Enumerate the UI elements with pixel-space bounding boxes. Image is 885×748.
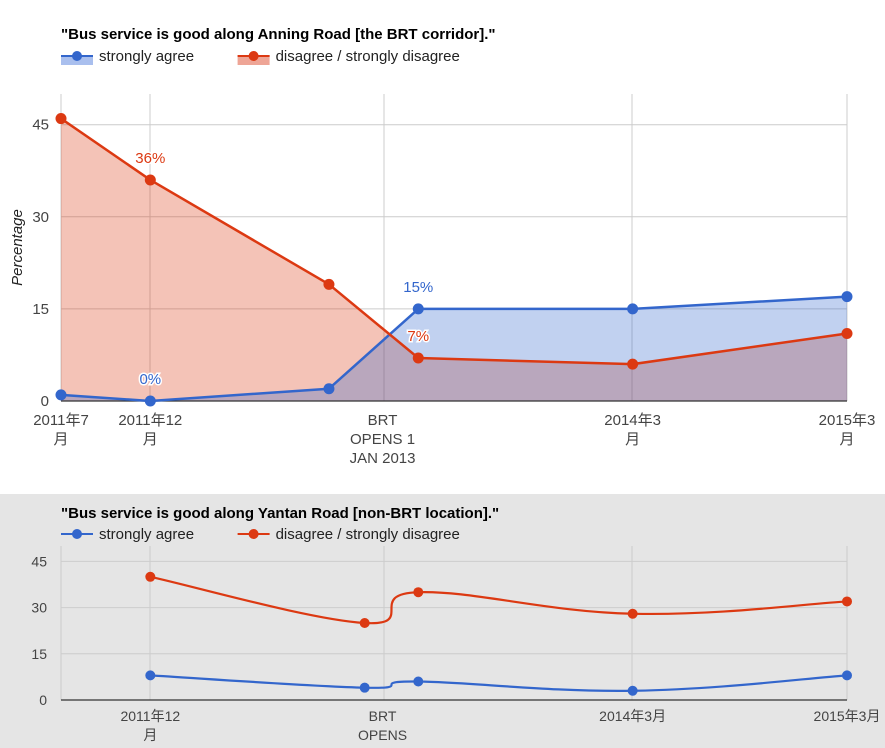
legend-label: strongly agree — [99, 526, 194, 543]
data-point — [145, 670, 156, 681]
data-point — [413, 676, 424, 687]
data-point — [627, 303, 639, 315]
data-point — [841, 291, 853, 303]
data-point — [627, 358, 639, 370]
x-tick-label: 2011年12 — [118, 412, 182, 429]
data-label: 36% — [135, 150, 165, 167]
data-point — [842, 670, 852, 681]
x-tick-label: OPENS — [358, 727, 407, 743]
x-tick-label: OPENS 1 — [350, 431, 415, 448]
data-point — [55, 389, 67, 401]
legend-label: disagree / strongly disagree — [276, 526, 460, 543]
y-tick-label: 0 — [41, 393, 49, 410]
data-point — [323, 278, 335, 290]
data-point — [323, 383, 335, 395]
y-tick-label: 0 — [39, 692, 47, 708]
data-point — [144, 174, 156, 186]
data-point — [55, 113, 67, 125]
legend-item: strongly agree — [61, 48, 194, 65]
data-point — [841, 327, 853, 339]
data-point — [412, 303, 424, 315]
legend-marker — [72, 51, 82, 61]
data-point — [413, 587, 424, 598]
legend-item: strongly agree — [61, 526, 194, 543]
data-point — [359, 682, 370, 693]
x-tick-label: BRT — [369, 708, 397, 724]
chart-panel-1: "Bus service is good along Anning Road [… — [9, 26, 875, 467]
chart-title: "Bus service is good along Anning Road [… — [61, 26, 496, 43]
data-point — [627, 608, 638, 619]
y-tick-label: 15 — [32, 301, 49, 318]
legend-label: disagree / strongly disagree — [276, 48, 460, 65]
x-tick-label: 2015年3月 — [814, 708, 881, 724]
data-label: 7% — [407, 328, 429, 345]
data-label: 0% — [139, 371, 161, 388]
x-tick-label: 月 — [625, 431, 640, 448]
legend-marker — [72, 529, 82, 539]
chart-panel-2: "Bus service is good along Yantan Road [… — [0, 494, 885, 748]
x-tick-label: 月 — [839, 431, 854, 448]
data-point — [359, 618, 370, 628]
data-point — [627, 685, 638, 696]
x-tick-label: JAN 2013 — [350, 450, 416, 467]
panel-background — [0, 494, 885, 748]
data-point — [412, 352, 424, 364]
data-point — [842, 596, 852, 607]
data-point — [145, 571, 156, 582]
y-tick-label: 45 — [31, 553, 47, 569]
legend-item: disagree / strongly disagree — [237, 526, 460, 543]
y-tick-label: 30 — [32, 209, 49, 226]
legend-label: strongly agree — [99, 48, 194, 65]
series-area-2 — [61, 118, 847, 401]
x-tick-label: 2015年3 — [819, 412, 876, 429]
data-label: 15% — [403, 279, 433, 296]
legend-marker — [248, 51, 259, 61]
series-area-1 — [61, 296, 847, 401]
series-line-2 — [60, 117, 848, 366]
x-tick-label: 月 — [143, 431, 158, 448]
y-tick-label: 30 — [31, 600, 47, 616]
x-tick-label: 2014年3月 — [599, 708, 666, 724]
x-tick-label: 2011年12 — [120, 708, 180, 724]
series-line-1 — [60, 295, 848, 403]
x-tick-label: 月 — [53, 431, 68, 448]
x-tick-label: 2011年7 — [33, 412, 89, 429]
data-point — [144, 395, 156, 407]
y-tick-label: 45 — [32, 117, 49, 134]
legend-marker — [248, 529, 259, 539]
y-axis-label: Percentage — [9, 209, 26, 286]
y-tick-label: 15 — [31, 646, 47, 662]
x-tick-label: 月 — [143, 727, 157, 743]
x-tick-label: 2014年3 — [604, 412, 661, 429]
legend-item: disagree / strongly disagree — [237, 48, 460, 65]
x-tick-label: BRT — [368, 412, 398, 429]
chart-title: "Bus service is good along Yantan Road [… — [61, 505, 499, 522]
